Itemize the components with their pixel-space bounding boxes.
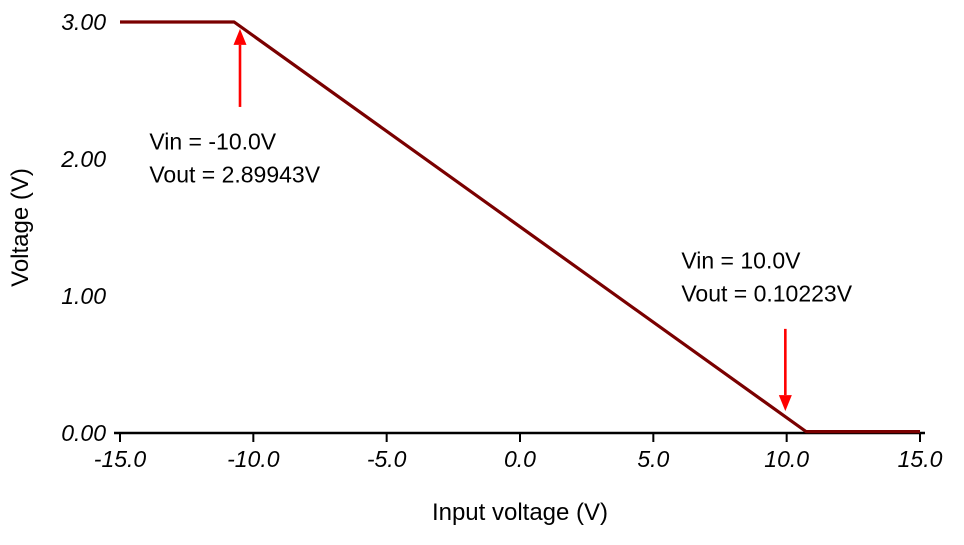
- x-tick-label: 5.0: [637, 446, 669, 472]
- annotation-text: Vout = 0.10223V: [681, 281, 852, 307]
- y-tick-label: 3.00: [61, 9, 106, 35]
- x-tick-label: -15.0: [94, 446, 147, 472]
- annotation-text: Vin = 10.0V: [681, 248, 801, 274]
- y-tick-label: 0.00: [61, 420, 106, 446]
- x-tick-label: -5.0: [367, 446, 407, 472]
- x-tick-label: 15.0: [898, 446, 943, 472]
- y-tick-label: 2.00: [60, 146, 106, 172]
- y-tick-label: 1.00: [61, 283, 106, 309]
- y-axis-title: Voltage (V): [7, 168, 34, 287]
- annotation-text: Vin = -10.0V: [149, 128, 276, 154]
- annotation-text: Vout = 2.89943V: [149, 161, 320, 187]
- series-line-vout-vs-vin: [120, 20, 920, 434]
- x-tick-label: 0.0: [504, 446, 536, 472]
- annotation-arrow-head: [778, 395, 792, 412]
- annotation-arrow-head: [233, 28, 247, 45]
- x-axis-title: Input voltage (V): [432, 499, 608, 526]
- x-tick-label: -10.0: [227, 446, 280, 472]
- x-tick-label: 10.0: [764, 446, 809, 472]
